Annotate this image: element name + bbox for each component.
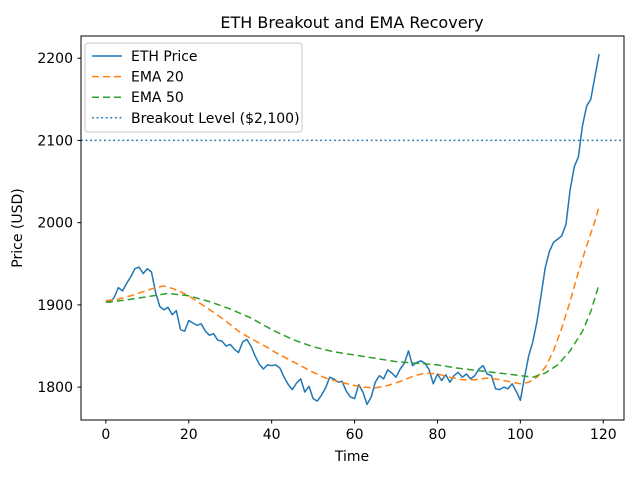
y-tick-label: 1900 [37, 298, 73, 314]
y-tick-label: 2200 [37, 51, 73, 67]
series-layer [81, 53, 624, 406]
x-tick-label: 120 [590, 427, 617, 443]
legend-entry-label: Breakout Level ($2,100) [131, 111, 300, 127]
legend-frame [84, 42, 303, 133]
y-tick-label: 1800 [37, 380, 73, 396]
legend-entry-label: EMA 50 [131, 90, 184, 106]
series-line-ema-20 [105, 205, 600, 389]
y-tick-label: 2000 [37, 216, 73, 232]
legend-entry-label: EMA 20 [131, 70, 184, 86]
x-tick-label: 20 [180, 427, 198, 443]
x-tick-label: 40 [263, 427, 281, 443]
x-tick-label: 60 [346, 427, 364, 443]
series-line-ema-50 [105, 284, 600, 378]
x-tick-label: 80 [429, 427, 447, 443]
x-tick-label: 100 [507, 427, 534, 443]
ticks-layer: 0 20 40 60 80 100 120 1800 1900 2000 2100 2200 [37, 51, 616, 443]
y-axis-label: Price (USD) [10, 188, 26, 267]
chart-title: ETH Breakout and EMA Recovery [220, 13, 483, 32]
legend: ETH Price EMA 20 EMA 50 Breakout Level ($2,… [84, 42, 303, 133]
y-tick-label: 2100 [37, 133, 73, 149]
x-axis-label: Time [334, 449, 369, 465]
axes-spines [80, 35, 625, 421]
series-line-eth-price [105, 53, 600, 406]
x-tick-label: 0 [101, 427, 110, 443]
legend-entry-label: ETH Price [131, 49, 198, 65]
